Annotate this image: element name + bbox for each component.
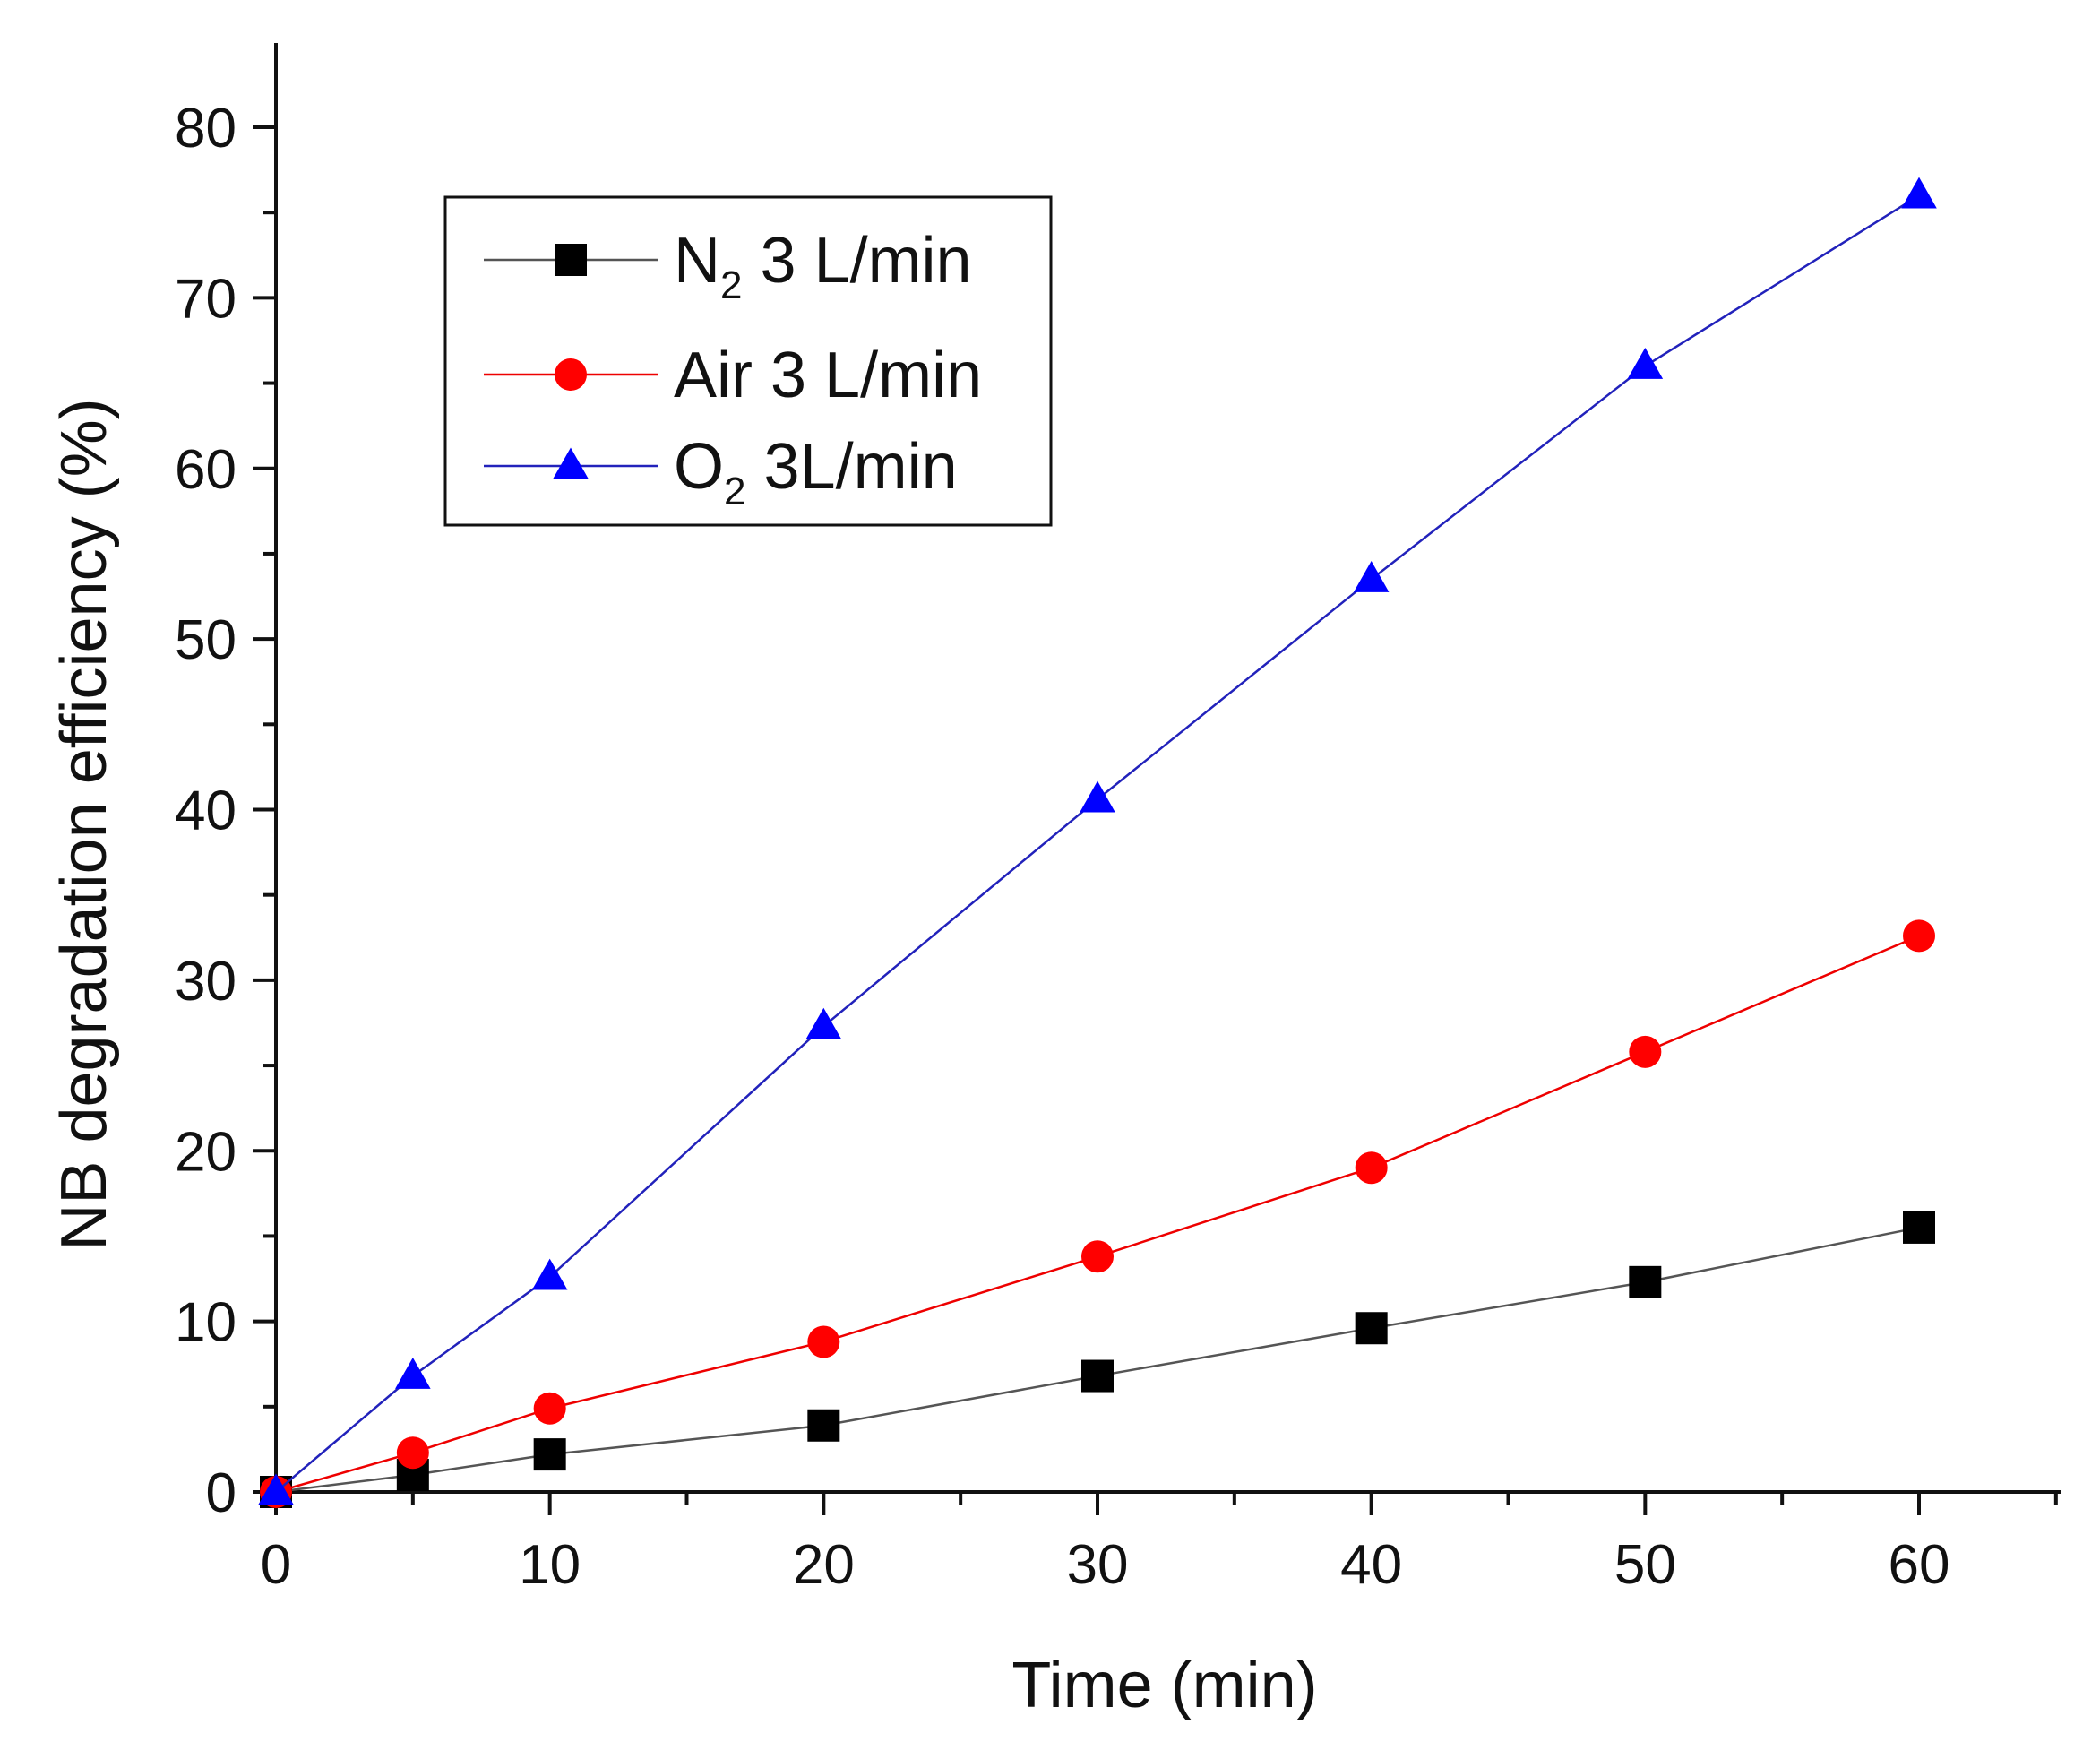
- series-line: [275, 1226, 1920, 1494]
- legend-entry-2: Air 3 L/min: [484, 340, 982, 411]
- axes: 0 10 20 30 40 50 60 0 10 20 30 40 50 60 70 80: [175, 43, 2061, 1596]
- legend-marker: [555, 358, 587, 391]
- y-tick-label: 20: [175, 1121, 237, 1183]
- data-point: [1629, 1265, 1662, 1298]
- y-tick-label: 10: [175, 1292, 237, 1354]
- data-point: [531, 1258, 568, 1290]
- series-line: [275, 935, 1920, 1494]
- y-tick-label: 30: [175, 951, 237, 1013]
- x-tick-label: 60: [1889, 1534, 1950, 1596]
- y-tick-label: 50: [175, 609, 237, 671]
- data-point: [1901, 177, 1937, 209]
- data-point: [1081, 1240, 1114, 1273]
- legend-entry-3: O2 3L/min: [484, 431, 958, 513]
- series-2: [260, 919, 1935, 1508]
- y-tick-label: 0: [206, 1462, 237, 1524]
- x-tick-label: 20: [793, 1534, 855, 1596]
- data-point: [1355, 1151, 1388, 1185]
- x-tick-label: 10: [519, 1534, 581, 1596]
- data-point: [1080, 780, 1115, 813]
- y-tick-label: 60: [175, 439, 237, 501]
- data-point: [807, 1409, 840, 1442]
- data-point: [1903, 919, 1935, 953]
- plot-series: [258, 177, 1937, 1508]
- x-axis-title: Time (min): [1011, 1650, 1317, 1721]
- data-point: [1353, 560, 1390, 592]
- data-point: [533, 1438, 566, 1471]
- legend-label: N2 3 L/min: [674, 225, 972, 307]
- x-tick-label: 40: [1340, 1534, 1402, 1596]
- y-axis-title: NB degradation efficiency (%): [48, 398, 120, 1250]
- x-tick-label: 0: [261, 1534, 291, 1596]
- data-point: [805, 1007, 842, 1039]
- y-tick-label: 80: [175, 98, 237, 160]
- x-tick-label: 30: [1067, 1534, 1129, 1596]
- legend-marker: [555, 244, 587, 276]
- x-tick-label: 50: [1614, 1534, 1676, 1596]
- legend: N2 3 L/min Air 3 L/min O2 3L/min: [443, 195, 1053, 527]
- legend-label: Air 3 L/min: [674, 340, 982, 411]
- data-point: [1081, 1359, 1114, 1393]
- data-point: [1355, 1312, 1388, 1345]
- data-point: [396, 1436, 429, 1470]
- legend-label: O2 3L/min: [674, 431, 958, 513]
- series-3: [258, 177, 1937, 1505]
- data-point: [1903, 1211, 1935, 1244]
- y-tick-label: 40: [175, 780, 237, 842]
- data-point: [395, 1358, 431, 1389]
- series-line: [275, 194, 1920, 1493]
- legend-entry-1: N2 3 L/min: [484, 225, 972, 307]
- data-point: [807, 1325, 840, 1358]
- data-point: [1629, 1035, 1662, 1068]
- legend-box: [443, 195, 1053, 527]
- y-tick-label: 70: [175, 268, 237, 330]
- legend-marker: [553, 447, 589, 479]
- data-point: [258, 1473, 294, 1505]
- data-point: [1627, 348, 1664, 379]
- data-point: [533, 1392, 566, 1425]
